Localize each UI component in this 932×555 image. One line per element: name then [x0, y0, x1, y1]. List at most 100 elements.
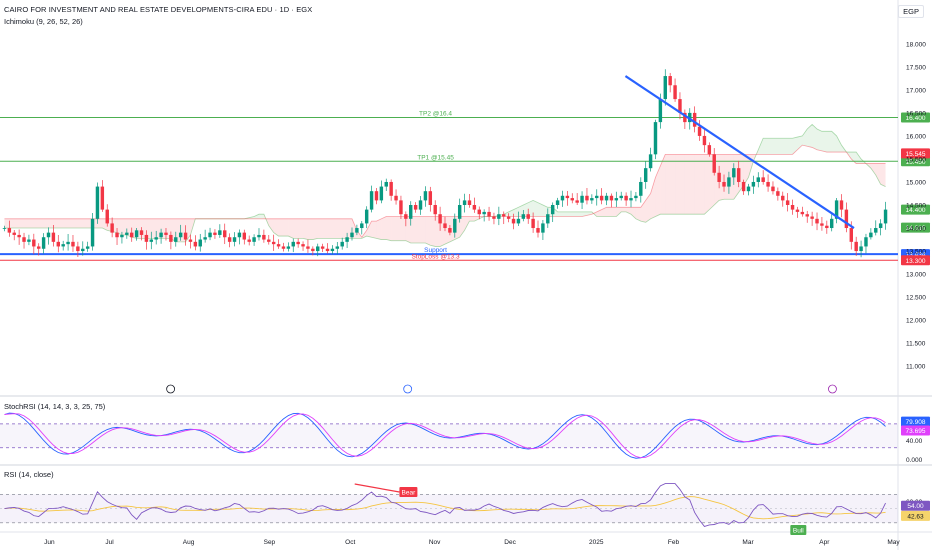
candle-body	[56, 241, 61, 247]
y-tick-label: 13.500	[906, 249, 926, 256]
candle-body	[159, 232, 163, 238]
candle-body	[516, 218, 521, 224]
candle-body	[849, 228, 854, 242]
event-marker	[828, 384, 837, 394]
candle-body	[12, 232, 16, 235]
candle-body	[61, 244, 65, 247]
candle-body	[555, 200, 560, 205]
candle-body	[409, 205, 413, 219]
candle-body	[257, 234, 261, 238]
stochrsi-legend[interactable]: StochRSI (14, 14, 3, 3, 25, 75)	[4, 402, 106, 411]
candle-body	[36, 246, 41, 249]
candle-body	[227, 237, 232, 242]
candle-body	[526, 214, 530, 219]
stoch-k-line	[4, 412, 886, 459]
candle-body	[134, 230, 139, 238]
candle-body	[648, 154, 653, 169]
candle-body	[536, 228, 540, 233]
x-tick-label: 2025	[589, 539, 604, 546]
price-tag-value: 14.010	[906, 225, 926, 232]
candle-body	[878, 223, 883, 229]
candle-body	[232, 237, 237, 242]
candle-body	[746, 186, 751, 192]
y-tick-label: 16.000	[906, 133, 926, 140]
candle-body	[590, 198, 594, 201]
event-marker	[403, 384, 413, 394]
candle-body	[345, 237, 349, 242]
price-tag-value: 13.434	[906, 252, 926, 259]
candle-body	[653, 122, 658, 155]
candle-body	[139, 230, 144, 235]
x-tick-label: Mar	[742, 539, 754, 546]
price-tag	[901, 112, 930, 123]
symbol-title: CAIRO FOR INVESTMENT AND REAL ESTATE DEV…	[4, 5, 313, 14]
candle-body	[144, 234, 149, 242]
candle-body	[394, 195, 398, 201]
candle-body	[497, 214, 501, 219]
x-tick-label: Aug	[183, 539, 195, 546]
candle-body	[320, 246, 325, 249]
candle-body	[95, 186, 100, 219]
candle-body	[712, 154, 716, 173]
candle-body	[443, 223, 447, 229]
candle-body	[130, 232, 134, 238]
candle-body	[639, 181, 643, 196]
candle-body	[541, 223, 545, 233]
candle-body	[580, 195, 584, 203]
candle-body	[27, 239, 31, 242]
candle-body	[311, 248, 315, 252]
candle-body	[766, 181, 770, 187]
candle-body	[262, 234, 266, 240]
stoch-value: 73.695	[906, 428, 926, 435]
candle-body	[105, 209, 109, 224]
candle-body	[218, 230, 222, 235]
candle-body	[340, 241, 344, 247]
candle-body	[330, 248, 335, 252]
candle-body	[697, 126, 702, 136]
candle-body	[364, 209, 369, 224]
candle-body	[741, 181, 746, 192]
candle-body	[115, 232, 119, 238]
candle-body	[100, 186, 105, 210]
y-tick-label: 15.000	[906, 179, 926, 186]
candle-body	[183, 232, 188, 240]
candle-body	[379, 186, 384, 201]
ichimoku-legend[interactable]: Ichimoku (9, 26, 52, 26)	[4, 17, 83, 26]
candle-body	[869, 232, 873, 238]
y-tick-label: 13.000	[906, 272, 926, 279]
candle-body	[673, 85, 677, 100]
rsi-legend[interactable]: RSI (14, close)	[4, 470, 54, 479]
level-label: Support	[424, 247, 447, 254]
rsi-value-tag	[901, 510, 930, 521]
candle-body	[22, 237, 26, 242]
candle-body	[71, 241, 75, 247]
candle-body	[614, 198, 619, 201]
candle-body	[834, 200, 839, 219]
candle-body	[41, 237, 46, 249]
candle-body	[296, 241, 300, 245]
candle-body	[85, 246, 90, 249]
candle-body	[271, 241, 276, 245]
candle-body	[389, 181, 393, 196]
candle-body	[384, 181, 388, 187]
stoch-value-tag	[901, 425, 930, 436]
candle-body	[815, 218, 819, 224]
candle-body	[66, 241, 70, 245]
candle-body	[683, 112, 687, 123]
event-marker	[166, 384, 176, 394]
candle-body	[438, 214, 442, 224]
candle-body	[820, 223, 824, 226]
ichimoku-span-b	[4, 144, 886, 238]
candle-body	[32, 239, 36, 247]
candle-body	[790, 205, 795, 210]
y-tick-label: 12.500	[906, 295, 926, 302]
candle-body	[360, 223, 364, 229]
candle-body	[208, 232, 212, 238]
candle-body	[335, 246, 340, 249]
rsi-value-tag	[901, 500, 930, 511]
currency-badge[interactable]: EGP	[898, 5, 924, 18]
candle-body	[487, 211, 491, 217]
candle-body	[174, 237, 178, 242]
